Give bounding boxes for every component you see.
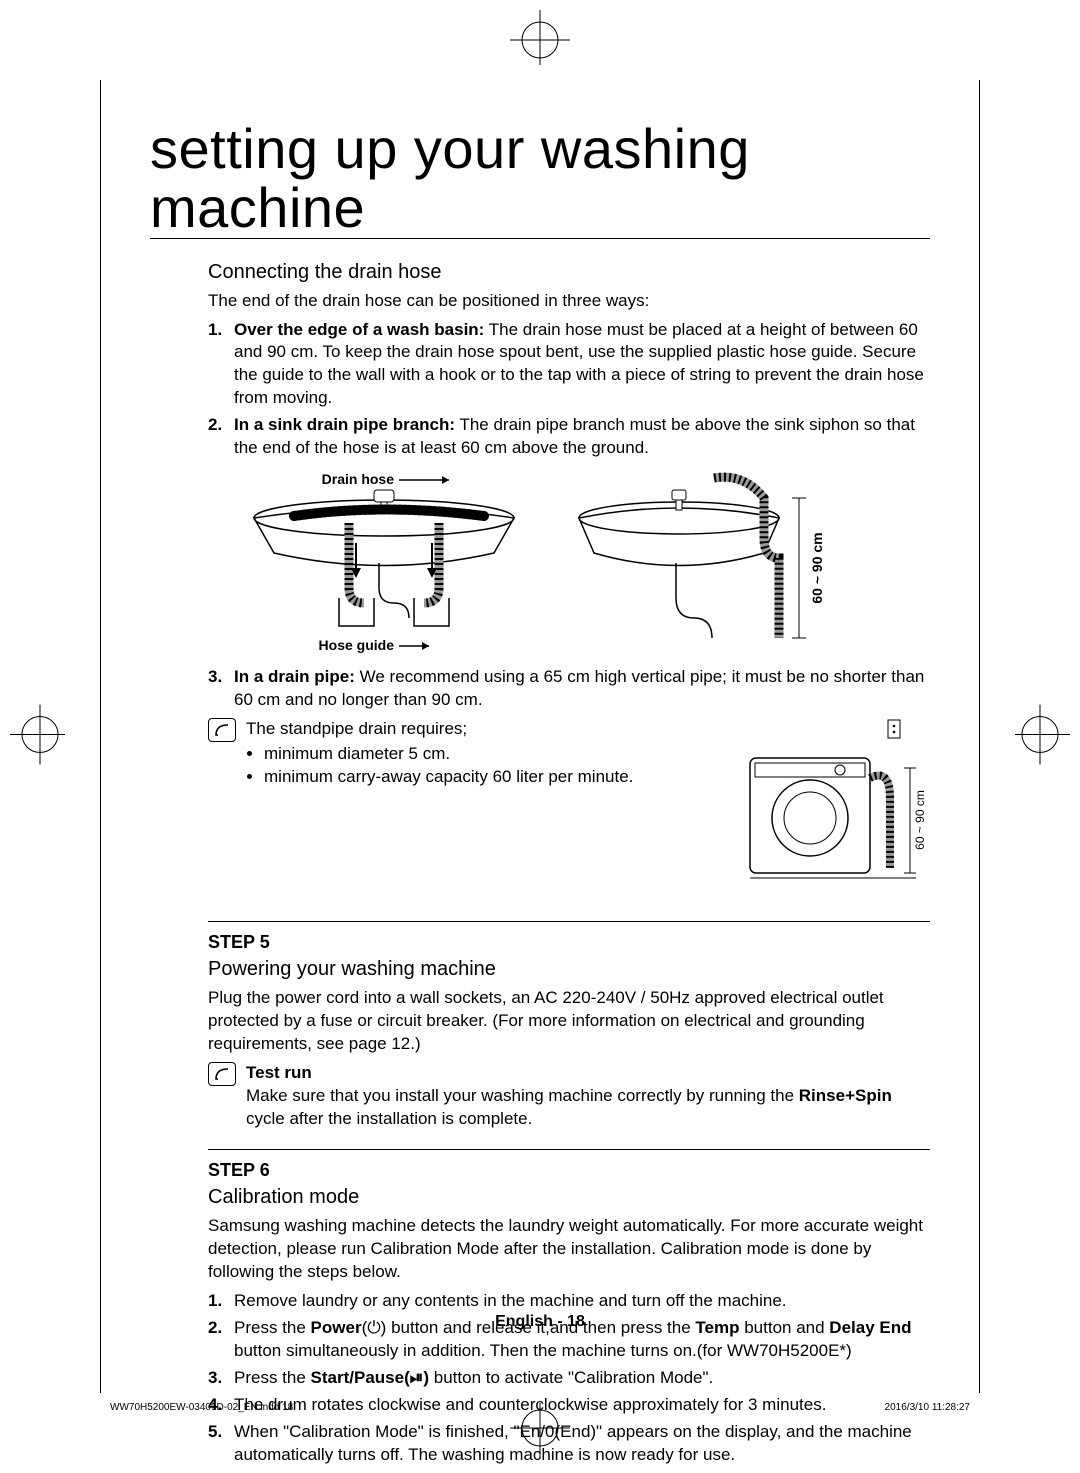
- text-span: button simultaneously in addition. Then …: [234, 1341, 852, 1360]
- note-title: Test run: [246, 1062, 930, 1085]
- list-item: 3. Press the Start/Pause(⏯) button to ac…: [208, 1367, 930, 1390]
- list-number: 3.: [208, 666, 234, 712]
- crop-mark-right: [1015, 694, 1070, 779]
- indd-timestamp: 2016/3/10 11:28:27: [885, 1402, 970, 1413]
- bold-text: In a sink drain pipe branch:: [234, 415, 455, 434]
- note-icon: [208, 718, 236, 742]
- bold-text: Rinse+Spin: [799, 1086, 892, 1105]
- list-item: 1.Remove laundry or any contents in the …: [208, 1290, 930, 1313]
- text-span: cycle after the installation is complete…: [246, 1109, 532, 1128]
- text-span: Start/Pause(: [311, 1368, 410, 1387]
- list-item: 4.The drum rotates clockwise and counter…: [208, 1394, 930, 1417]
- list-body: In a sink drain pipe branch: The drain p…: [234, 414, 930, 460]
- washing-machine-standpipe-diagram: 60 ~ 90 cm: [740, 718, 930, 895]
- standpipe-note-block: 60 ~ 90 cm The standpipe drain requires;…: [208, 718, 930, 901]
- list-number: 3.: [208, 1367, 234, 1390]
- list-number: 1.: [208, 319, 234, 411]
- step6-para: Samsung washing machine detects the laun…: [208, 1215, 930, 1284]
- page: setting up your washing machine Connecti…: [0, 0, 1080, 1473]
- text-span: button to activate "Calibration Mode".: [429, 1368, 713, 1387]
- note-bullets: minimum diameter 5 cm. minimum carry-awa…: [246, 743, 633, 789]
- list-body: Remove laundry or any contents in the ma…: [234, 1290, 930, 1313]
- content-area: setting up your washing machine Connecti…: [150, 120, 930, 1353]
- trim-line-left: [100, 80, 101, 1393]
- text-span: Make sure that you install your washing …: [246, 1086, 799, 1105]
- note-body: Test run Make sure that you install your…: [246, 1062, 930, 1131]
- list-body: In a drain pipe: We recommend using a 65…: [234, 666, 930, 712]
- list-item: 5.When "Calibration Mode" is finished, "…: [208, 1421, 930, 1467]
- figure-row-basins: Drain hose: [234, 468, 930, 658]
- list-body: Over the edge of a wash basin: The drain…: [234, 319, 930, 411]
- drain-hose-label: Drain hose: [322, 471, 395, 487]
- page-footer: English - 18: [150, 1311, 930, 1333]
- connecting-list: 1. Over the edge of a wash basin: The dr…: [208, 319, 930, 461]
- note-text: Make sure that you install your washing …: [246, 1085, 930, 1131]
- note-line: The standpipe drain requires;: [246, 718, 633, 741]
- connecting-section: Connecting the drain hose The end of the…: [208, 259, 930, 1467]
- step6-label: STEP 6: [208, 1158, 930, 1182]
- step5-label: STEP 5: [208, 930, 930, 954]
- divider: [208, 921, 930, 922]
- basin-hose-guide-diagram: Drain hose: [234, 468, 534, 658]
- connecting-list-cont: 3. In a drain pipe: We recommend using a…: [208, 666, 930, 712]
- crop-mark-top: [500, 10, 580, 70]
- crop-mark-left: [10, 694, 65, 779]
- step5-para: Plug the power cord into a wall sockets,…: [208, 987, 930, 1056]
- page-title: setting up your washing machine: [150, 120, 930, 239]
- basin-standpipe-diagram: 60 ~ 90 cm: [564, 468, 834, 658]
- bold-text: Over the edge of a wash basin:: [234, 320, 484, 339]
- start-pause-icon: ⏯: [410, 1368, 424, 1387]
- connecting-intro: The end of the drain hose can be positio…: [208, 290, 930, 313]
- step5-title: Powering your washing machine: [208, 956, 930, 983]
- bold-text: Start/Pause(⏯): [311, 1368, 429, 1387]
- connecting-heading: Connecting the drain hose: [208, 259, 930, 286]
- trim-line-right: [979, 80, 980, 1393]
- list-body: Press the Start/Pause(⏯) button to activ…: [234, 1367, 930, 1390]
- list-body: When "Calibration Mode" is finished, "En…: [234, 1421, 930, 1467]
- list-item: 3. In a drain pipe: We recommend using a…: [208, 666, 930, 712]
- list-number: 2.: [208, 414, 234, 460]
- dimension-label: 60 ~ 90 cm: [809, 533, 825, 604]
- note-row: Test run Make sure that you install your…: [208, 1062, 930, 1131]
- list-item: 1. Over the edge of a wash basin: The dr…: [208, 319, 930, 411]
- dimension-label: 60 ~ 90 cm: [913, 790, 927, 850]
- list-item: 2. In a sink drain pipe branch: The drai…: [208, 414, 930, 460]
- list-body: The drum rotates clockwise and countercl…: [234, 1394, 930, 1417]
- divider: [208, 1149, 930, 1150]
- text-span: Press the: [234, 1368, 311, 1387]
- hose-guide-label: Hose guide: [319, 637, 395, 653]
- bold-text: In a drain pipe:: [234, 667, 355, 686]
- bullet-item: minimum carry-away capacity 60 liter per…: [264, 766, 633, 789]
- step6-title: Calibration mode: [208, 1184, 930, 1211]
- note-body: The standpipe drain requires; minimum di…: [246, 718, 633, 789]
- list-number: 1.: [208, 1290, 234, 1313]
- bullet-item: minimum diameter 5 cm.: [264, 743, 633, 766]
- note-row: The standpipe drain requires; minimum di…: [208, 718, 726, 789]
- list-number: 5.: [208, 1421, 234, 1467]
- note-icon: [208, 1062, 236, 1086]
- indd-filename: WW70H5200EW-03409D-02_EN.indd 18: [110, 1402, 293, 1413]
